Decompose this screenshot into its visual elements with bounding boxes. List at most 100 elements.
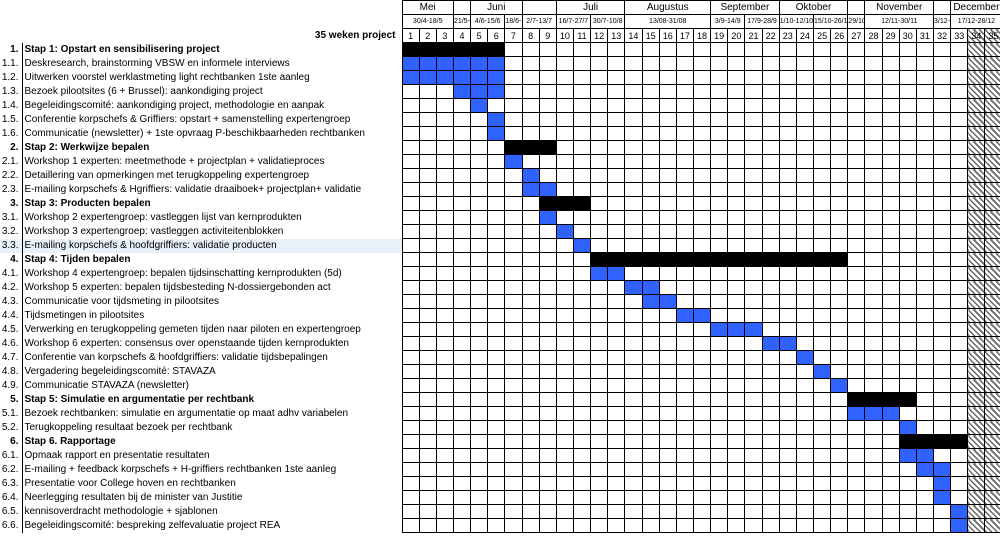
gantt-cell — [676, 365, 693, 379]
gantt-cell — [402, 351, 419, 365]
gantt-cell — [659, 519, 676, 533]
gantt-cell — [591, 253, 608, 267]
gantt-cell — [779, 393, 796, 407]
gantt-cell — [659, 267, 676, 281]
gantt-cell — [968, 351, 985, 365]
gantt-cell — [916, 211, 933, 225]
gantt-cell — [848, 169, 865, 183]
gantt-cell — [745, 71, 762, 85]
gantt-cell — [693, 225, 710, 239]
gantt-cell — [848, 155, 865, 169]
gantt-cell — [419, 141, 436, 155]
row-number: 1.4. — [0, 99, 22, 113]
gantt-cell — [693, 183, 710, 197]
gantt-cell — [711, 351, 728, 365]
gantt-cell — [865, 113, 882, 127]
gantt-cell — [676, 435, 693, 449]
gantt-cell — [985, 211, 1000, 225]
gantt-cell — [676, 309, 693, 323]
gantt-cell — [573, 57, 590, 71]
gantt-cell — [573, 281, 590, 295]
gantt-cell — [831, 477, 848, 491]
gantt-cell — [505, 43, 522, 57]
gantt-cell — [728, 155, 745, 169]
gantt-cell — [693, 519, 710, 533]
gantt-cell — [728, 225, 745, 239]
gantt-cell — [745, 253, 762, 267]
gantt-cell — [625, 435, 642, 449]
gantt-cell — [882, 393, 899, 407]
gantt-cell — [608, 393, 625, 407]
gantt-cell — [402, 113, 419, 127]
gantt-cell — [642, 463, 659, 477]
gantt-cell — [985, 43, 1000, 57]
gantt-cell — [659, 309, 676, 323]
gantt-cell — [848, 323, 865, 337]
gantt-cell — [814, 365, 831, 379]
gantt-cell — [659, 337, 676, 351]
gantt-cell — [608, 323, 625, 337]
gantt-cell — [402, 281, 419, 295]
gantt-cell — [916, 169, 933, 183]
gantt-cell — [402, 183, 419, 197]
gantt-cell — [608, 519, 625, 533]
gantt-cell — [814, 351, 831, 365]
gantt-cell — [728, 113, 745, 127]
gantt-cell — [573, 505, 590, 519]
gantt-cell — [711, 435, 728, 449]
gantt-cell — [728, 99, 745, 113]
gantt-cell — [419, 365, 436, 379]
gantt-cell — [453, 239, 470, 253]
task-label: Tijdsmetingen in pilootsites — [22, 309, 402, 323]
gantt-cell — [556, 393, 573, 407]
gantt-cell — [711, 211, 728, 225]
gantt-cell — [573, 113, 590, 127]
gantt-cell — [522, 127, 539, 141]
gantt-cell — [968, 267, 985, 281]
gantt-cell — [608, 295, 625, 309]
gantt-cell — [745, 365, 762, 379]
gantt-cell — [471, 225, 488, 239]
gantt-cell — [796, 197, 813, 211]
gantt-cell — [488, 267, 505, 281]
date-range-header: 3/9-14/9 — [711, 15, 745, 29]
gantt-cell — [642, 197, 659, 211]
gantt-cell — [951, 71, 968, 85]
gantt-cell — [848, 239, 865, 253]
row-number: 5.1. — [0, 407, 22, 421]
week-number: 18 — [693, 29, 710, 43]
gantt-cell — [556, 141, 573, 155]
gantt-cell — [539, 449, 556, 463]
gantt-cell — [745, 309, 762, 323]
gantt-cell — [882, 281, 899, 295]
gantt-cell — [934, 365, 951, 379]
gantt-cell — [865, 253, 882, 267]
gantt-cell — [471, 99, 488, 113]
gantt-cell — [865, 281, 882, 295]
gantt-cell — [934, 155, 951, 169]
gantt-cell — [419, 253, 436, 267]
gantt-cell — [865, 99, 882, 113]
gantt-cell — [453, 407, 470, 421]
gantt-cell — [916, 351, 933, 365]
gantt-cell — [762, 351, 779, 365]
gantt-cell — [642, 155, 659, 169]
gantt-cell — [522, 351, 539, 365]
gantt-cell — [659, 155, 676, 169]
gantt-cell — [968, 239, 985, 253]
gantt-cell — [985, 169, 1000, 183]
gantt-cell — [488, 505, 505, 519]
gantt-cell — [796, 337, 813, 351]
gantt-cell — [951, 43, 968, 57]
gantt-cell — [659, 351, 676, 365]
gantt-cell — [848, 43, 865, 57]
gantt-cell — [676, 491, 693, 505]
gantt-cell — [899, 379, 916, 393]
gantt-cell — [848, 435, 865, 449]
gantt-cell — [968, 477, 985, 491]
row-number: 3.1. — [0, 211, 22, 225]
task-label: Stap 4: Tijden bepalen — [22, 253, 402, 267]
gantt-cell — [779, 253, 796, 267]
gantt-cell — [814, 309, 831, 323]
gantt-cell — [762, 141, 779, 155]
